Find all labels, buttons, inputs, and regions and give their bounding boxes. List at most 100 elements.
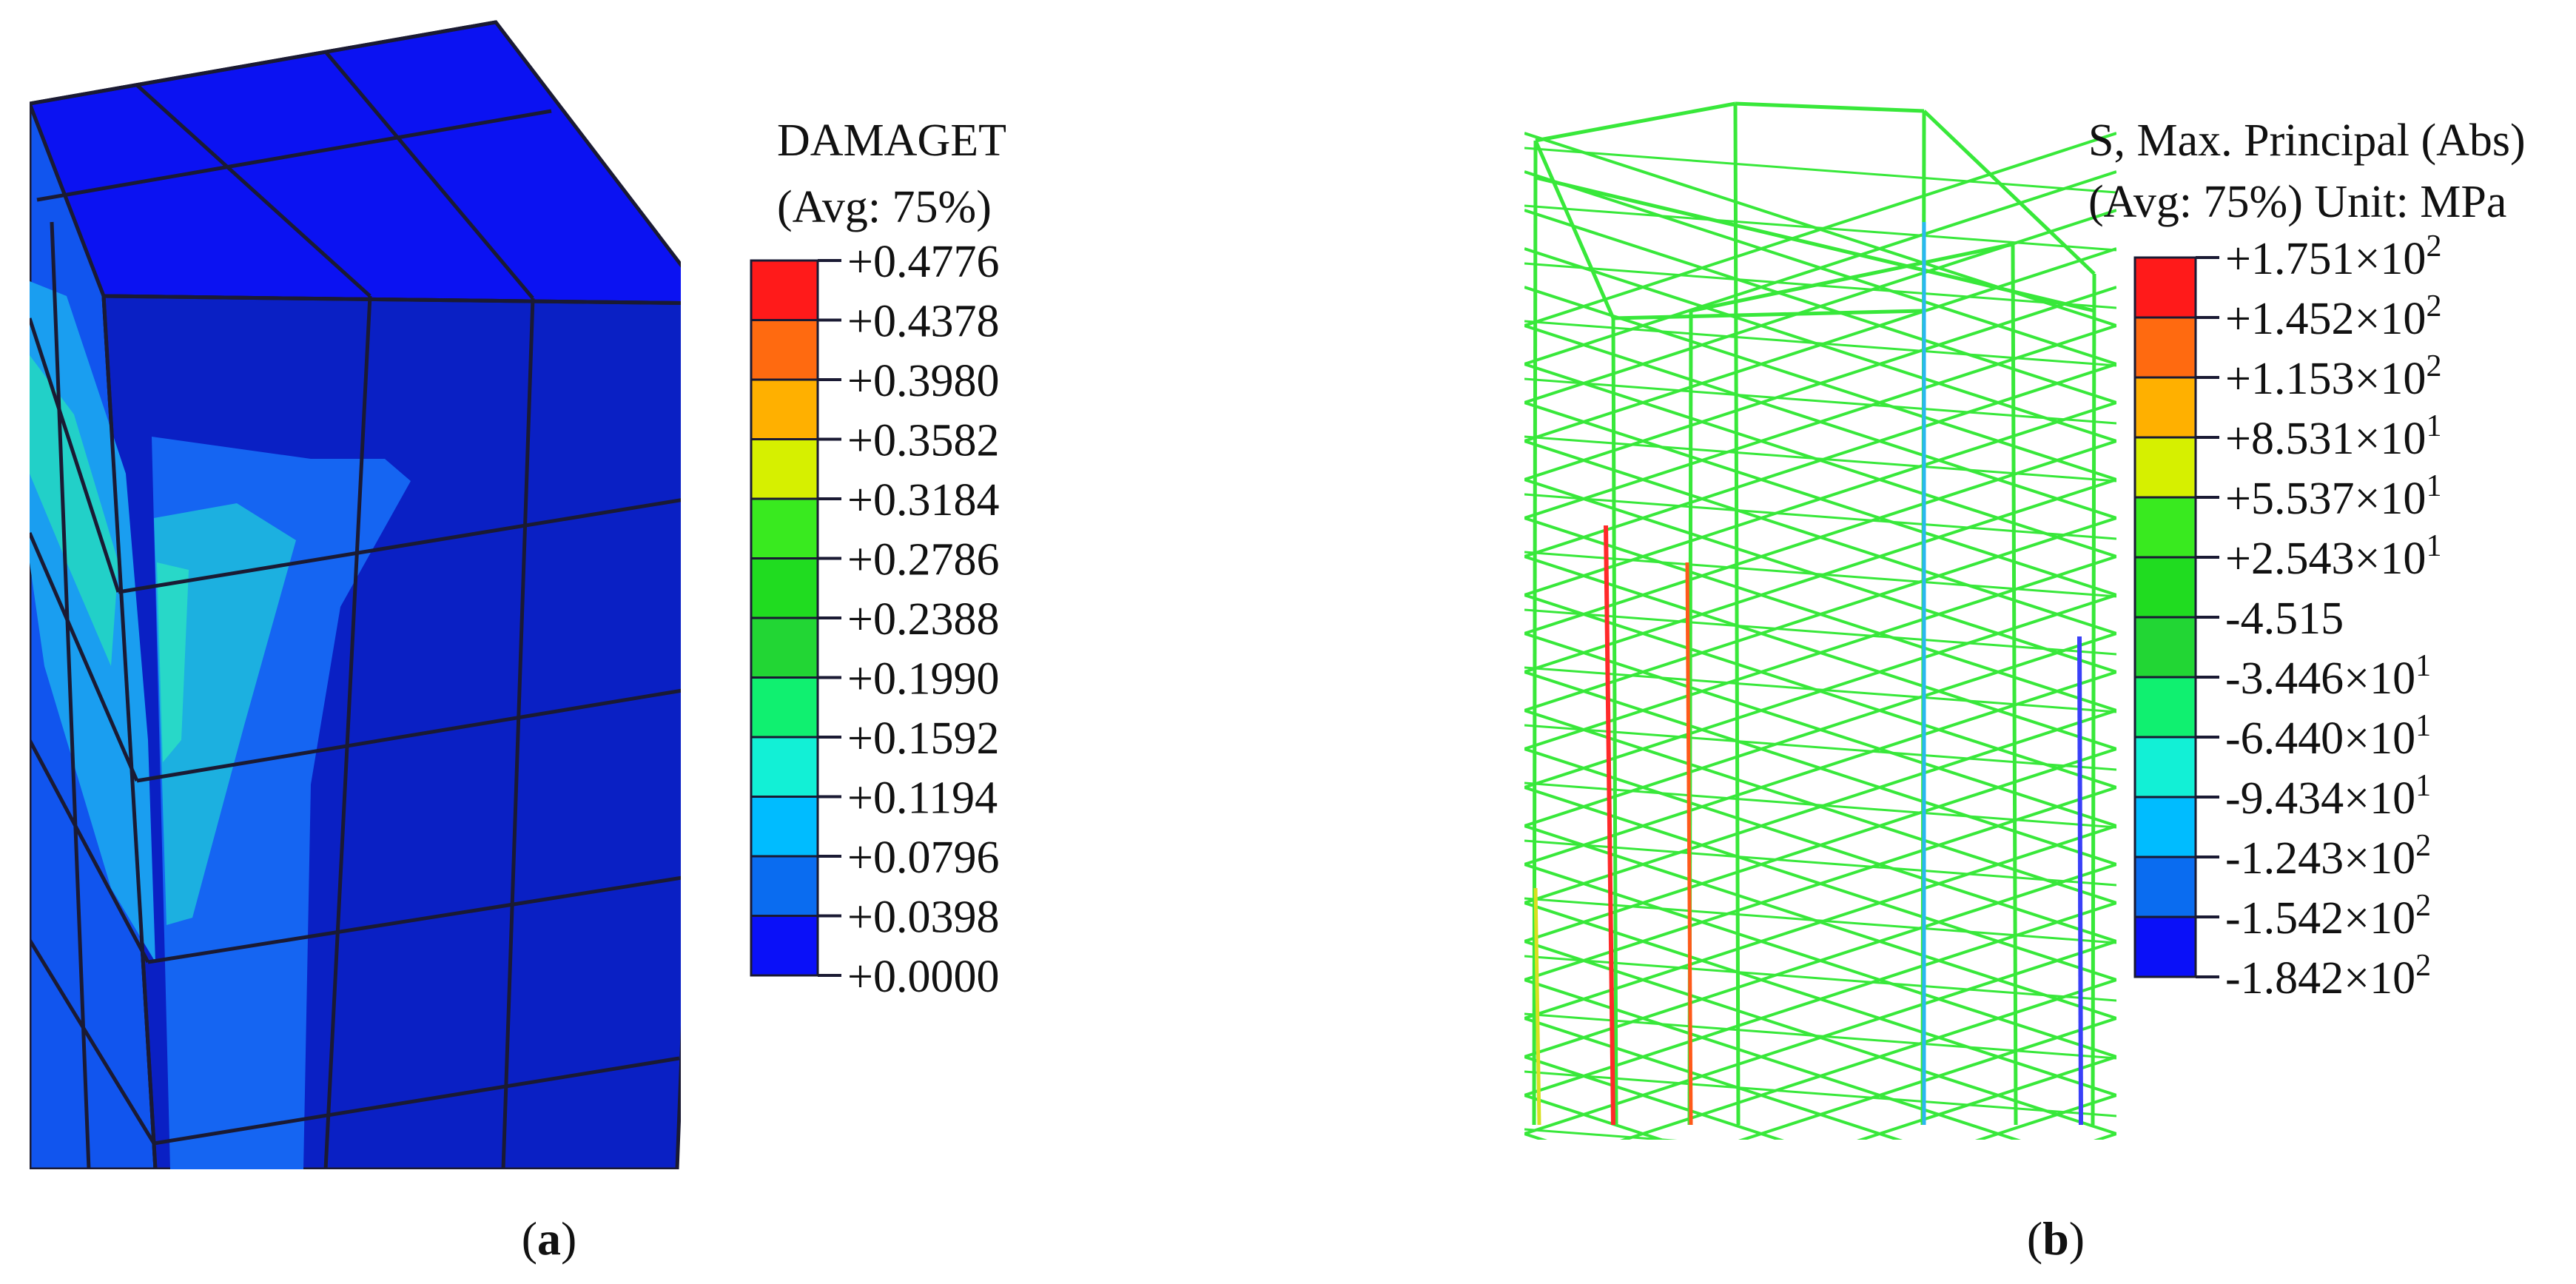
panel-b-tick-label: -3.446×101 [2225, 649, 2431, 704]
panel-a-tick-label: +0.0398 [847, 893, 999, 943]
panel-b-truss [1524, 101, 2116, 1140]
truss-horizontal [1524, 435, 2116, 483]
truss-horizontal [1524, 1012, 2116, 1060]
panel-b-colorbar-band [2133, 376, 2197, 439]
panel-b-colorbar-band [2133, 915, 2197, 978]
panel-b-tick-label: -1.542×102 [2225, 889, 2431, 944]
truss-horizontal [1524, 724, 2116, 771]
truss-vertical-member [1532, 140, 1538, 1126]
truss-diagonal [1524, 286, 2116, 481]
truss-horizontal [1524, 1128, 1678, 1140]
truss-chord [1535, 101, 1736, 143]
panel-a-mesh [30, 20, 681, 1169]
panel-b-tick-label: +2.543×101 [2225, 529, 2441, 584]
truss-diagonal [1619, 978, 2116, 1140]
panel-b-colorbar-band [2133, 856, 2197, 918]
panel-a-legend: DAMAGET (Avg: 75%) +0.4776 +0.4378 +0.3980… [750, 115, 1006, 1002]
truss-diagonal [1974, 1094, 2116, 1140]
truss-horizontal [1524, 551, 2116, 598]
panel-b-legend-title: S, Max. Principal (Abs) [2088, 115, 2526, 166]
panel-a-tick-label: +0.0796 [847, 833, 999, 883]
truss-horizontal [1524, 955, 2116, 1002]
panel-a-tick-label: +0.1592 [847, 713, 999, 764]
panel-b-tick-label: -4.515 [2225, 594, 2344, 644]
panel-a-colorbar-band [750, 557, 819, 619]
panel-b-colorbar-band [2133, 496, 2197, 559]
panel-a-colorbar-band [750, 497, 819, 559]
truss-diagonal [1524, 1055, 1785, 1140]
truss-edge-blue [2077, 636, 2083, 1126]
panel-a-tick-label: +0.1990 [847, 654, 999, 705]
panel-a-colorbar-band [750, 915, 819, 977]
panel-b-colorbar [2133, 256, 2197, 978]
panel-a-tick-label: +0.3582 [847, 416, 999, 466]
panel-b-tick-label: -9.434×101 [2225, 769, 2431, 824]
panel-a-tick-label: +0.2388 [847, 594, 999, 645]
panel-a-tick-label: +0.3184 [847, 475, 999, 525]
panel-b-tick-label: +1.153×102 [2225, 349, 2441, 404]
panel-b-colorbar-band [2133, 736, 2197, 799]
truss-diagonal [1524, 863, 2116, 1058]
truss-edge-red [1604, 525, 1615, 1126]
panel-a-tick-label: +0.3980 [847, 356, 999, 406]
panel-a-tick-label: +0.1194 [847, 773, 998, 824]
panel-a-tick-label: +0.0000 [847, 952, 999, 1002]
panel-b-tick-label: -1.842×102 [2225, 949, 2431, 1004]
panel-b-tick-label: +8.531×101 [2225, 409, 2441, 464]
panel-a-colorbar [750, 259, 819, 977]
truss-diagonal [1524, 747, 2116, 943]
panel-a-legend-title: DAMAGET [777, 115, 1006, 166]
panel-a-colorbar-band [750, 736, 819, 798]
panel-a-colorbar-band [750, 438, 819, 500]
truss-diagonal [1524, 1094, 1667, 1140]
panel-b-tick-label: +5.537×101 [2225, 469, 2441, 524]
truss-vertical-member [1733, 103, 1741, 1126]
panel-b-tick-label: -1.243×102 [2225, 829, 2431, 884]
panel-a-caption: (a) [522, 1212, 577, 1265]
panel-b-tick-label: -6.440×101 [2225, 709, 2431, 764]
truss-vertical-member [2091, 273, 2096, 1126]
truss-horizontal [1524, 377, 2116, 425]
panel-a-colorbar-band [750, 616, 819, 679]
truss-diagonal [1524, 940, 2116, 1135]
truss-horizontal [1524, 204, 2116, 252]
panel-a-tick-label: +0.2786 [847, 535, 999, 585]
truss-chord [1533, 139, 1615, 320]
panel-b-colorbar-band [2133, 676, 2197, 739]
damage-contour-left-inner [30, 355, 118, 666]
panel-a-colorbar-band [750, 319, 819, 381]
truss-edge-yellow [1533, 887, 1541, 1126]
panel-b-caption: (b) [2027, 1212, 2085, 1265]
panel-b-legend-subtitle: (Avg: 75%) Unit: MPa [2088, 177, 2506, 227]
panel-a-tick-labels: +0.4776 +0.4378 +0.3980 +0.3582 +0.3184 +0.27… [818, 237, 999, 1002]
truss-horizontal [1524, 666, 2116, 713]
truss-vertical-member [2011, 243, 2018, 1126]
truss-chord [1735, 101, 1925, 113]
cube-top-face [30, 20, 681, 306]
truss-horizontal [1524, 262, 2116, 309]
panel-b-colorbar-band [2133, 556, 2197, 619]
truss-horizontal [1524, 493, 2116, 540]
truss-horizontal [1524, 897, 2116, 944]
truss-diagonal [1524, 632, 2116, 827]
truss-diagonal [1856, 1055, 2116, 1140]
truss-vertical-member [1611, 317, 1618, 1126]
truss-diagonal [1524, 709, 2116, 904]
panel-b-tick-label: +1.452×102 [2225, 289, 2441, 344]
damage-contour-mid [154, 503, 296, 925]
panel-b-tick-labels: +1.751×102+1.452×102+1.153×102+8.531×101… [2196, 229, 2441, 1004]
truss-diagonal [1524, 363, 2116, 558]
panel-b-colorbar-band [2133, 256, 2197, 319]
truss-diagonal [1524, 170, 2116, 366]
panel-b-colorbar-band [2133, 616, 2197, 679]
truss-diagonal [1524, 132, 2116, 327]
truss-edge-orange [1685, 562, 1693, 1126]
panel-a-colorbar-band [750, 676, 819, 739]
truss-diagonal [1524, 824, 2116, 1020]
truss-horizontal [1524, 608, 2116, 656]
panel-a-tick-label: +0.4776 [847, 237, 999, 287]
truss-diagonal [1524, 247, 2116, 443]
panel-b-colorbar-band [2133, 436, 2197, 499]
panel-a-colorbar-band [750, 855, 819, 917]
